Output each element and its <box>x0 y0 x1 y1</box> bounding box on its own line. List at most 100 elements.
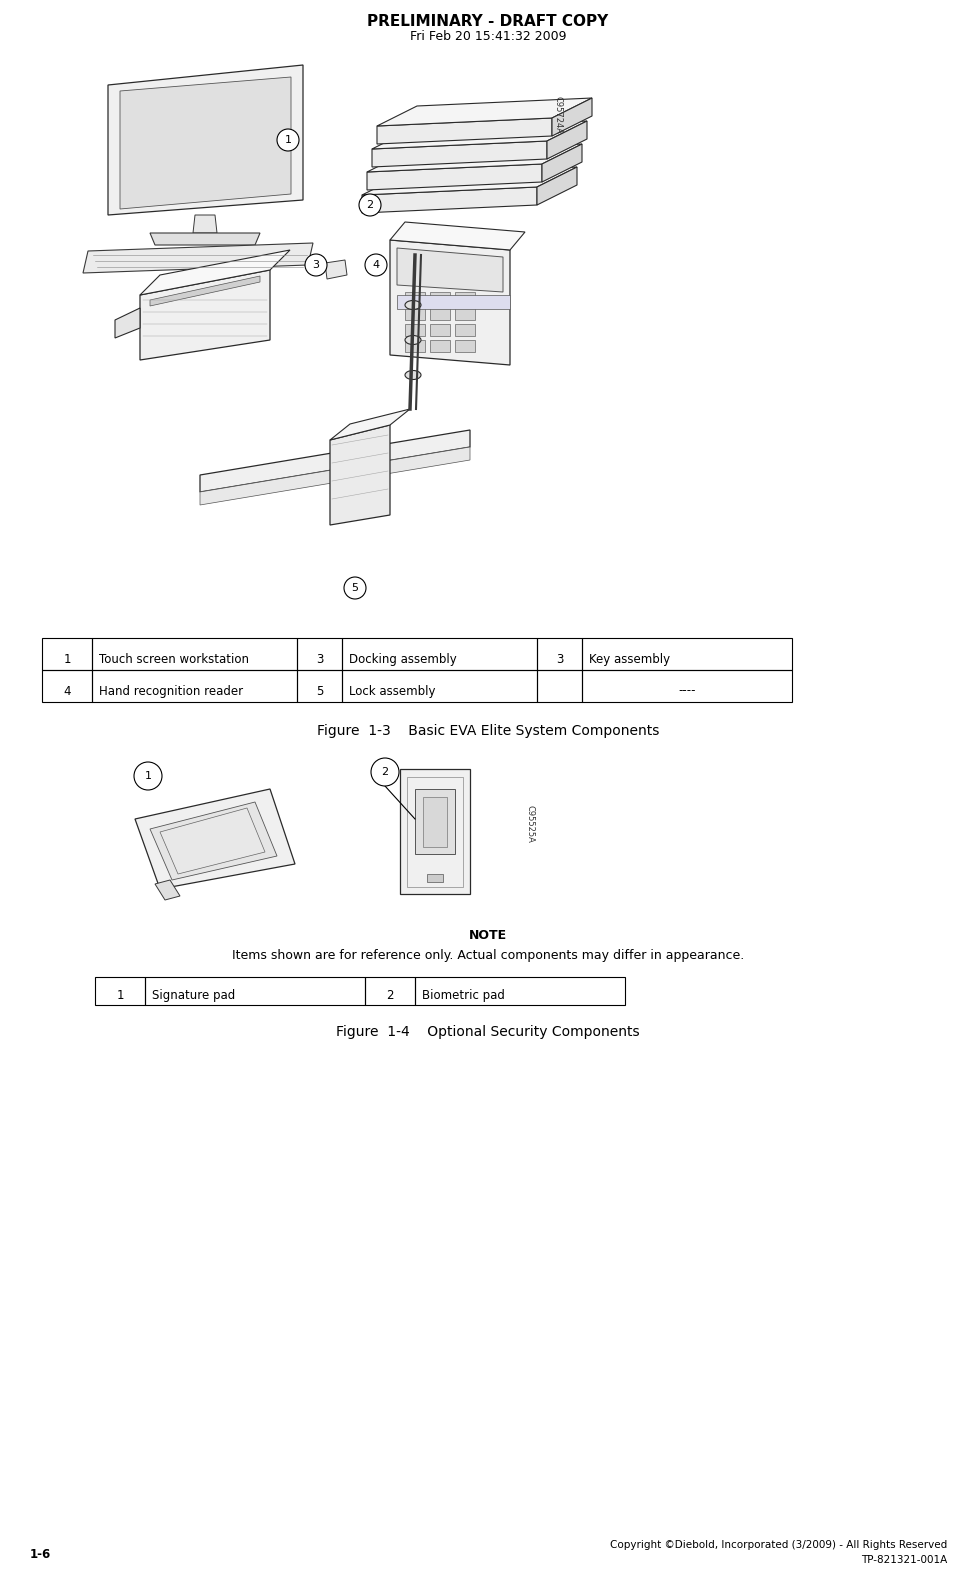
Polygon shape <box>160 808 265 874</box>
Text: 3: 3 <box>316 652 323 666</box>
Text: 3: 3 <box>313 260 319 270</box>
Text: Key assembly: Key assembly <box>589 652 670 666</box>
Bar <box>397 295 510 309</box>
Text: 5: 5 <box>316 685 323 697</box>
Text: 1-6: 1-6 <box>30 1548 51 1561</box>
Polygon shape <box>377 98 592 126</box>
Bar <box>455 308 475 320</box>
Polygon shape <box>330 424 390 525</box>
Text: Signature pad: Signature pad <box>152 988 235 1002</box>
Text: 1: 1 <box>145 772 151 781</box>
Bar <box>537 638 582 671</box>
Polygon shape <box>155 881 180 899</box>
Text: C95525A: C95525A <box>526 805 534 843</box>
Polygon shape <box>140 270 270 360</box>
Bar <box>430 339 450 352</box>
Polygon shape <box>372 122 587 148</box>
Text: C95724A: C95724A <box>554 96 563 134</box>
Bar <box>582 671 792 702</box>
Polygon shape <box>542 144 582 181</box>
Bar <box>537 671 582 702</box>
Bar <box>405 339 425 352</box>
Text: Items shown are for reference only. Actual components may differ in appearance.: Items shown are for reference only. Actu… <box>232 948 744 963</box>
Text: 1: 1 <box>116 988 124 1002</box>
Circle shape <box>134 762 162 791</box>
Text: Fri Feb 20 15:41:32 2009: Fri Feb 20 15:41:32 2009 <box>409 30 567 43</box>
Text: 1: 1 <box>284 136 291 145</box>
Polygon shape <box>415 789 455 854</box>
Bar <box>430 308 450 320</box>
Bar <box>297 638 342 671</box>
Polygon shape <box>367 164 542 189</box>
Text: Lock assembly: Lock assembly <box>349 685 436 697</box>
Bar <box>430 292 450 305</box>
Text: 4: 4 <box>64 685 70 697</box>
Ellipse shape <box>405 336 421 344</box>
Polygon shape <box>423 797 447 847</box>
Bar <box>145 977 365 1005</box>
Polygon shape <box>325 260 347 279</box>
Bar <box>297 671 342 702</box>
Polygon shape <box>108 65 303 215</box>
Bar <box>342 638 537 671</box>
Polygon shape <box>150 276 260 306</box>
Text: Hand recognition reader: Hand recognition reader <box>99 685 243 697</box>
Bar <box>365 977 415 1005</box>
Bar <box>455 339 475 352</box>
Polygon shape <box>83 243 313 273</box>
Polygon shape <box>367 144 582 172</box>
Bar <box>42 638 92 671</box>
Polygon shape <box>372 140 547 167</box>
Text: 2: 2 <box>366 200 373 210</box>
Circle shape <box>365 254 387 276</box>
Text: 3: 3 <box>556 652 563 666</box>
Text: 5: 5 <box>352 582 359 593</box>
Text: 4: 4 <box>372 260 379 270</box>
Bar <box>430 323 450 336</box>
Polygon shape <box>193 215 217 234</box>
Bar <box>95 977 145 1005</box>
Bar <box>342 671 537 702</box>
Text: 2: 2 <box>386 988 394 1002</box>
Bar <box>405 323 425 336</box>
Polygon shape <box>120 77 291 208</box>
Polygon shape <box>397 248 503 292</box>
Text: 1: 1 <box>64 652 70 666</box>
Bar <box>92 671 297 702</box>
Polygon shape <box>150 802 277 881</box>
Text: Figure  1-3    Basic EVA Elite System Components: Figure 1-3 Basic EVA Elite System Compon… <box>317 724 659 739</box>
Polygon shape <box>547 122 587 159</box>
Circle shape <box>344 578 366 600</box>
Text: ----: ---- <box>678 685 696 697</box>
Bar <box>405 292 425 305</box>
Text: Docking assembly: Docking assembly <box>349 652 457 666</box>
Ellipse shape <box>405 371 421 379</box>
Polygon shape <box>400 768 470 895</box>
Polygon shape <box>362 188 537 213</box>
Circle shape <box>359 194 381 216</box>
Text: NOTE: NOTE <box>469 929 507 942</box>
Polygon shape <box>200 447 470 505</box>
Text: Touch screen workstation: Touch screen workstation <box>99 652 249 666</box>
Text: TP-821321-001A: TP-821321-001A <box>861 1554 947 1565</box>
Bar <box>582 638 792 671</box>
Polygon shape <box>200 429 470 492</box>
Polygon shape <box>135 789 295 888</box>
Polygon shape <box>377 118 552 144</box>
Polygon shape <box>140 249 290 295</box>
Ellipse shape <box>405 300 421 309</box>
Polygon shape <box>390 222 525 249</box>
Bar <box>455 292 475 305</box>
Polygon shape <box>150 234 260 245</box>
Bar <box>42 671 92 702</box>
Bar <box>455 323 475 336</box>
Text: 2: 2 <box>381 767 389 776</box>
Text: Figure  1-4    Optional Security Components: Figure 1-4 Optional Security Components <box>336 1026 640 1038</box>
Bar <box>427 874 443 882</box>
Text: Copyright ©Diebold, Incorporated (3/2009) - All Rights Reserved: Copyright ©Diebold, Incorporated (3/2009… <box>610 1540 947 1550</box>
Bar <box>415 977 625 1005</box>
Polygon shape <box>330 409 410 440</box>
Text: Biometric pad: Biometric pad <box>422 988 505 1002</box>
Polygon shape <box>362 167 577 196</box>
Bar <box>92 638 297 671</box>
